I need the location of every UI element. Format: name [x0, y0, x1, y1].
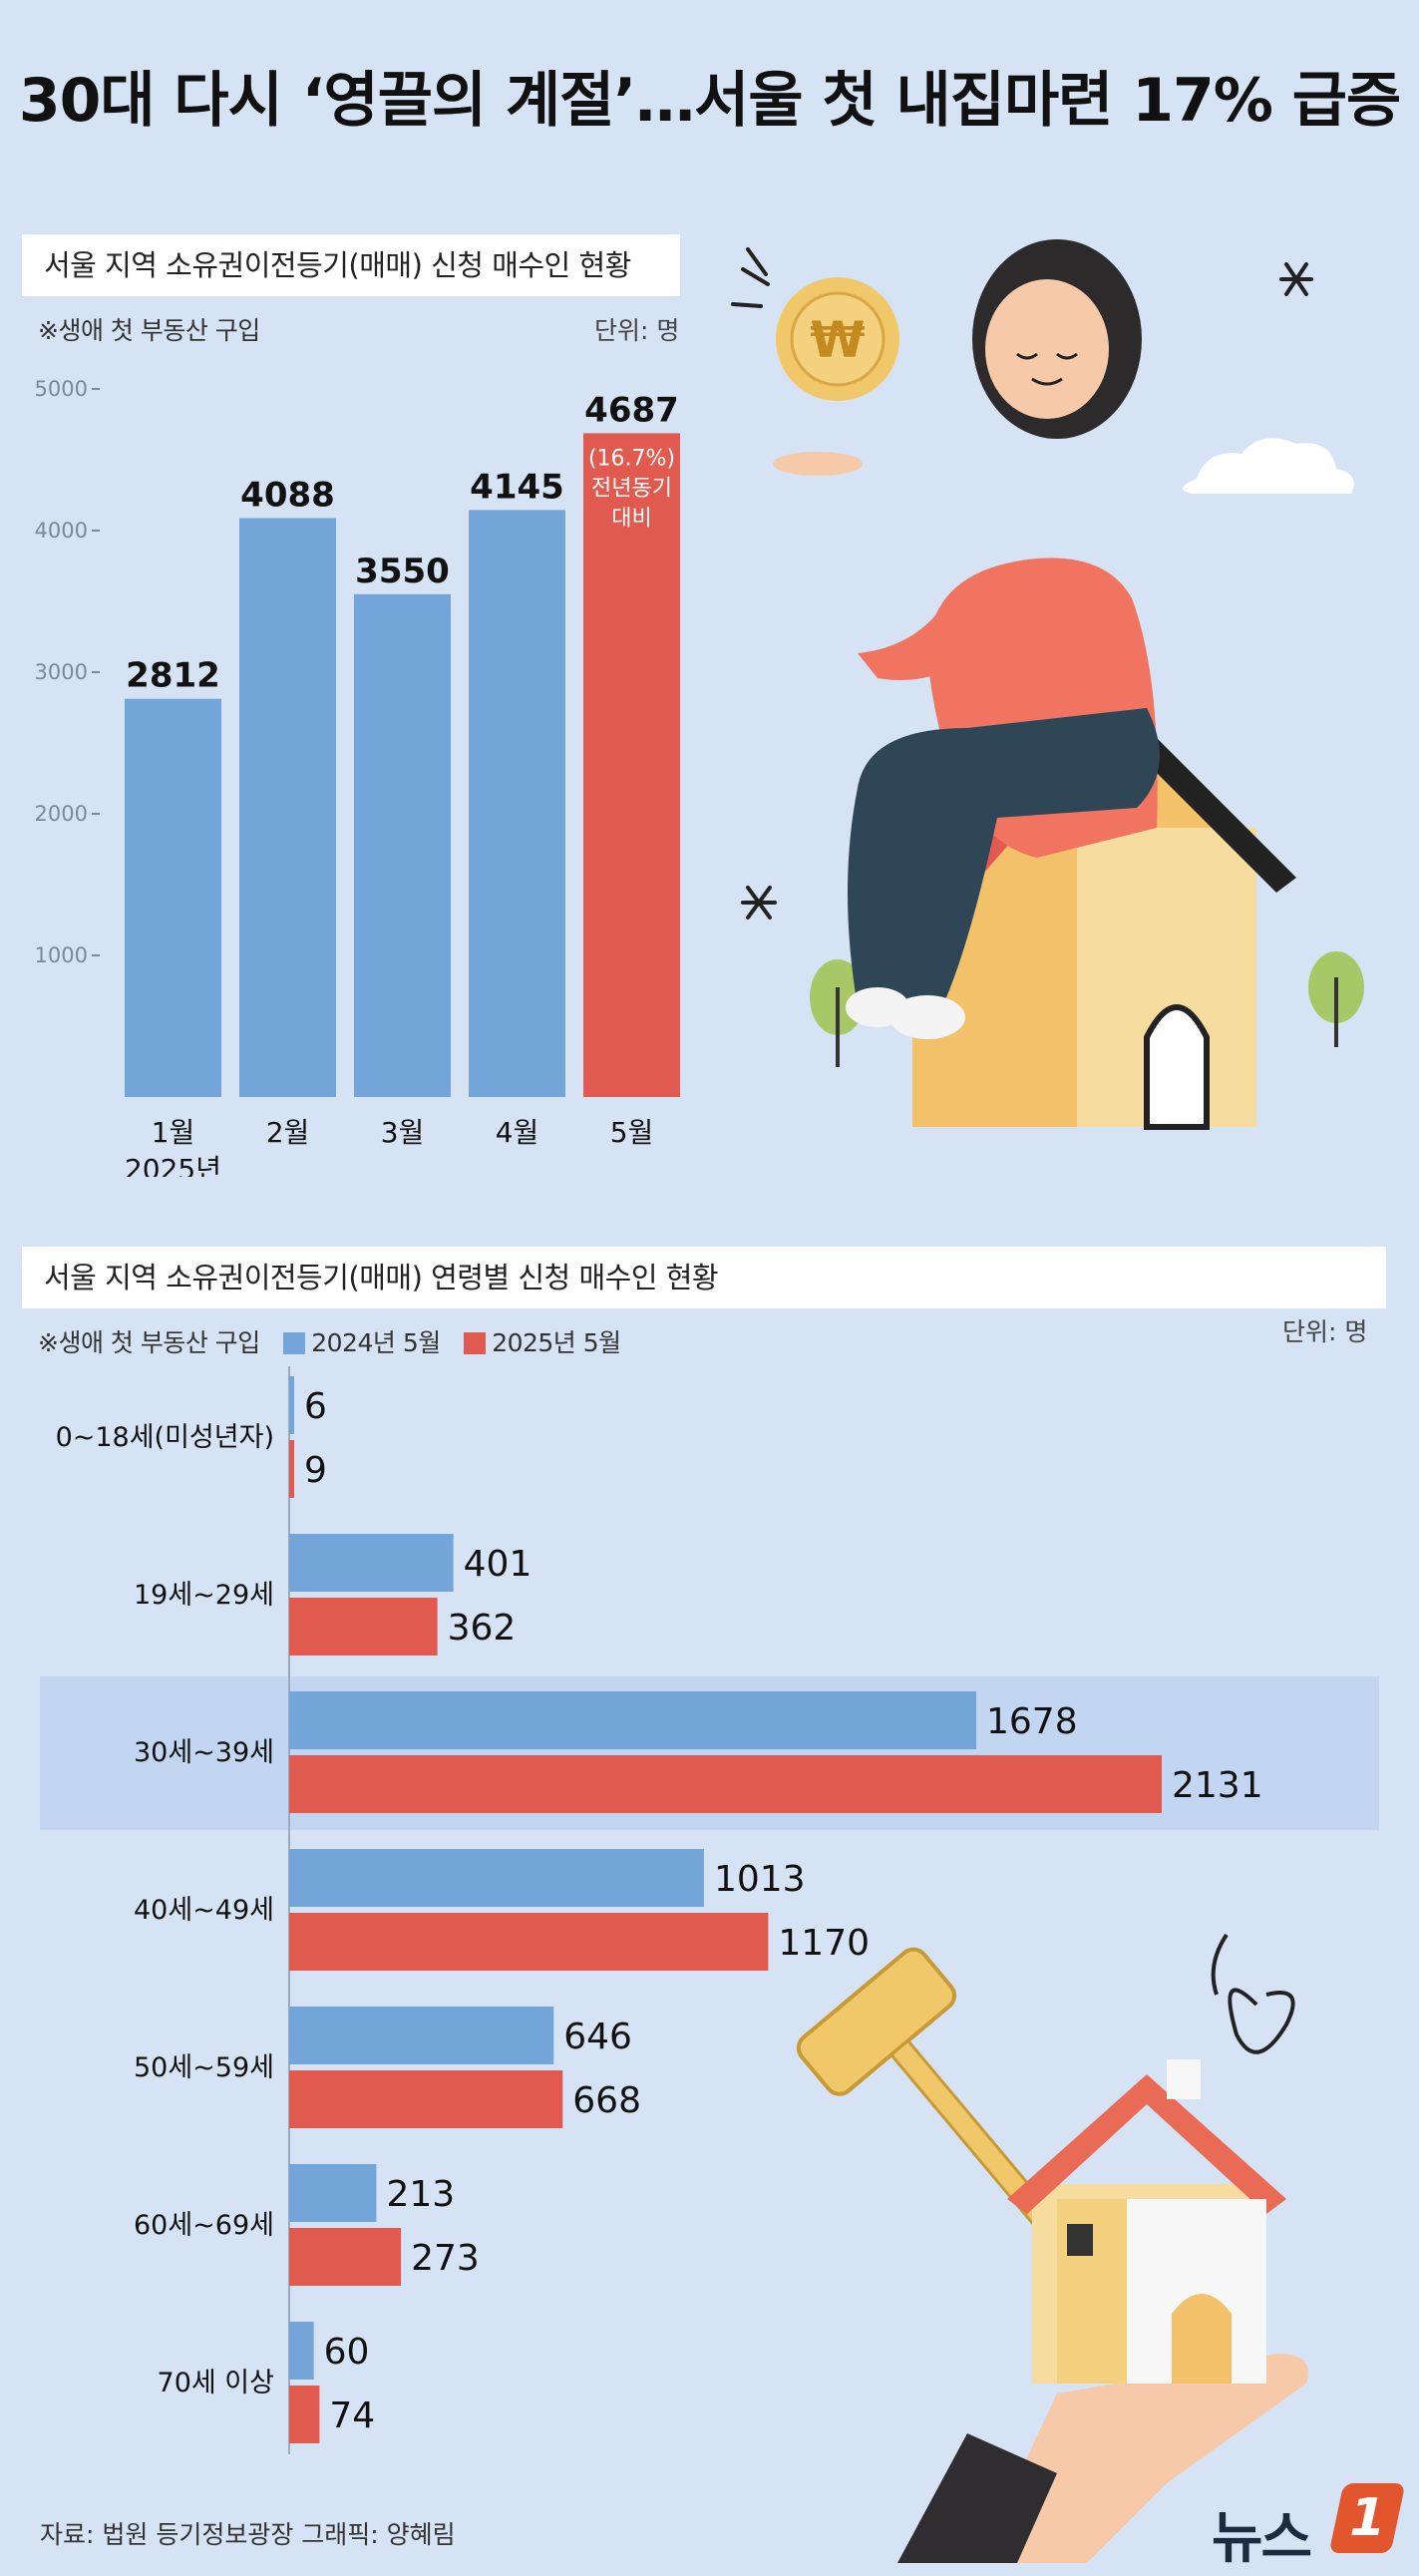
won-coin-icon: ₩: [731, 247, 899, 401]
chart2-note: ※생애 첫 부동산 구입: [38, 1328, 260, 1357]
category-label: 30세~39세: [134, 1737, 274, 1768]
bar-value-label: 1678: [986, 1701, 1078, 1742]
x-tick-label: 2월: [266, 1116, 310, 1149]
legend-2025-label: 2025년 5월: [492, 1328, 621, 1357]
y-tick-label: 3000: [35, 660, 88, 684]
bar-value-label: 3550: [355, 552, 450, 591]
category-label: 60세~69세: [134, 2210, 274, 2241]
y-tick-label: 4000: [35, 519, 88, 543]
bar-2025: [289, 1913, 769, 1971]
bar-value-label: 273: [411, 2238, 480, 2279]
bar-2024: [289, 1849, 704, 1907]
legend-2024-swatch: [283, 1332, 306, 1354]
svg-text:₩: ₩: [810, 311, 865, 369]
growth-annotation: 대비: [611, 506, 651, 531]
bar-2024: [289, 1691, 976, 1749]
bar-2월: [239, 518, 336, 1097]
bar-value-label: 668: [572, 2080, 641, 2121]
chart2-title: 서울 지역 소유권이전등기(매매) 연령별 신청 매수인 현황: [22, 1247, 1386, 1308]
bar-2024: [289, 2322, 314, 2380]
category-label: 70세 이상: [158, 2368, 274, 2398]
age-group-bar-chart: 0~18세(미성년자) 6 9 19세~29세 401 362 30세~39세 1678 213…: [40, 1366, 1379, 2454]
y-tick-label: 1000: [35, 943, 88, 967]
bar-value-label: 2131: [1172, 1765, 1263, 1806]
bar-value-label: 4687: [584, 390, 679, 430]
news1-logo: 뉴스: [1212, 2506, 1312, 2571]
bar-value-label: 74: [329, 2395, 375, 2436]
category-label: 40세~49세: [134, 1895, 274, 1926]
gavel-and-house-illustration: [796, 1933, 1308, 2563]
bar-2025: [289, 2070, 563, 2128]
bar-2025: [289, 2228, 402, 2286]
bar-2025: [289, 1440, 294, 1498]
legend-2025: 2025년 5월: [464, 1328, 621, 1357]
category-label: 19세~29세: [134, 1580, 274, 1611]
woman-sitting-on-house-illustration: ₩: [731, 239, 1364, 1130]
legend-2024: 2024년 5월: [283, 1328, 441, 1357]
x-tick-label: 5월: [610, 1116, 654, 1149]
bar-value-label: 4145: [470, 467, 564, 507]
bar-value-label: 4088: [240, 476, 335, 516]
category-label: 0~18세(미성년자): [56, 1422, 274, 1453]
growth-annotation: 전년동기: [591, 476, 672, 501]
bar-value-label: 2812: [126, 656, 220, 696]
bar-value-label: 6: [304, 1386, 327, 1427]
bar-2024: [289, 2007, 554, 2064]
bar-2024: [289, 2164, 377, 2222]
house-in-hand-illustration: [897, 2059, 1308, 2563]
y-tick-label: 5000: [35, 377, 88, 401]
bar-value-label: 60: [324, 2332, 370, 2373]
page-title: 30대 다시 ‘영끌의 계절’…서울 첫 내집마련 17% 급증: [18, 66, 1401, 136]
bar-2025: [289, 1598, 438, 1656]
sparkle-icon: [741, 262, 1313, 920]
source-credit: 자료: 법원 등기정보광장 그래픽: 양혜림: [40, 2520, 456, 2549]
bar-value-label: 401: [464, 1544, 532, 1585]
bar-value-label: 646: [563, 2017, 632, 2057]
bar-2025: [289, 2386, 320, 2443]
year-label: 2025년: [125, 1153, 221, 1177]
bar-2024: [289, 1376, 294, 1434]
chart2-note-legend: ※생애 첫 부동산 구입 2024년 5월 2025년 5월: [38, 1323, 621, 1359]
y-tick-label: 2000: [35, 802, 88, 826]
bar-2024: [289, 1534, 454, 1592]
bar-value-label: 1170: [778, 1923, 870, 1964]
x-tick-label: 1월: [152, 1116, 195, 1149]
bar-5월: [583, 433, 680, 1097]
chart1-note: ※생애 첫 부동산 구입: [38, 316, 260, 345]
gavel-illustration: [796, 1947, 1058, 2233]
legend-2024-label: 2024년 5월: [311, 1328, 441, 1357]
x-tick-label: 4월: [496, 1116, 539, 1149]
bar-4월: [469, 510, 565, 1097]
growth-annotation: (16.7%): [588, 446, 675, 471]
bar-2025: [289, 1755, 1162, 1813]
bar-3월: [354, 593, 451, 1097]
bar-1월: [125, 698, 221, 1097]
monthly-bar-chart: 1000 2000 3000 4000 5000 2812 1월 4088 2월 3550 3월 41…: [35, 377, 680, 1177]
chart2-unit: 단위: 명: [1282, 1317, 1368, 1346]
bar-value-label: 213: [386, 2174, 455, 2215]
chart1-unit: 단위: 명: [594, 316, 680, 345]
bar-value-label: 362: [448, 1608, 517, 1649]
bar-value-label: 9: [304, 1450, 327, 1491]
chart1-title: 서울 지역 소유권이전등기(매매) 신청 매수인 현황: [22, 234, 680, 296]
category-label: 50세~59세: [134, 2052, 274, 2083]
bar-value-label: 1013: [714, 1859, 806, 1900]
x-tick-label: 3월: [381, 1116, 425, 1149]
legend-2025-swatch: [464, 1332, 487, 1354]
